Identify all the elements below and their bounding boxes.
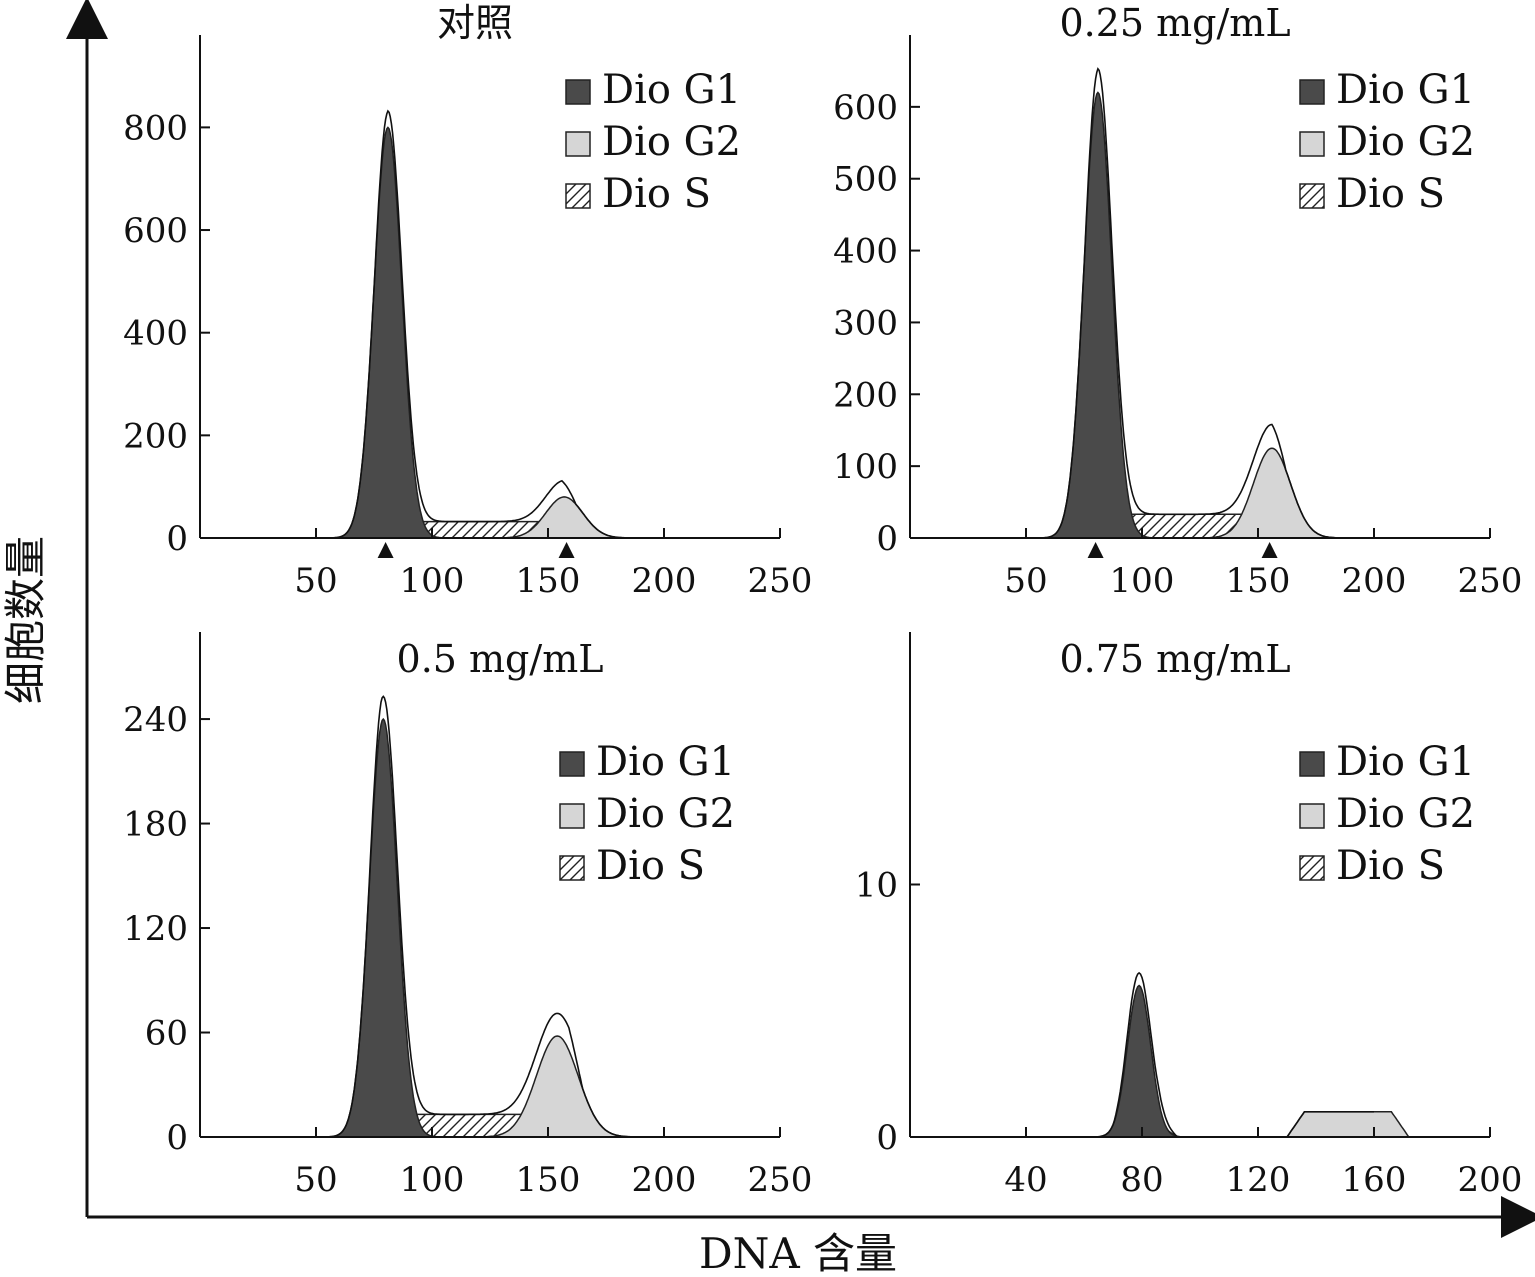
peak-marker-triangle (558, 542, 575, 558)
peak-marker-triangle (1261, 542, 1278, 558)
chart-panel-1: 对照 0 200 400 600 800 50 100 150 200 250 Dio G1 Dio G… (123, 1, 812, 601)
histogram-outline (327, 109, 664, 539)
legend-label: Dio G1 (602, 67, 741, 113)
y-tick-label: 0 (876, 1118, 898, 1158)
y-tick-label: 400 (833, 232, 898, 272)
x-tick-label: 150 (1226, 561, 1291, 601)
figure-y-label: 细胞数量 (1, 536, 50, 704)
legend-swatch (1299, 803, 1325, 829)
legend-label: Dio G2 (1336, 791, 1475, 837)
chart-panel-3: 0.5 mg/mL 0 60 120 180 240 50 100 150 200 250 Dio G… (123, 632, 812, 1200)
x-tick-label: 250 (748, 561, 813, 601)
panel-title: 对照 (437, 1, 513, 45)
x-tick-label: 250 (748, 1160, 813, 1200)
series-area-dio-g1 (1041, 91, 1155, 539)
legend-swatch (1299, 751, 1325, 777)
y-tick-label: 200 (123, 416, 188, 456)
x-tick-label: 100 (400, 1160, 465, 1200)
peak-marker-triangle (377, 542, 394, 558)
panel-title: 0.75 mg/mL (1059, 637, 1290, 681)
histogram-outline (1037, 971, 1374, 1138)
legend-label: Dio G1 (596, 739, 735, 785)
y-tick-label: 600 (123, 211, 188, 251)
legend-label: Dio S (596, 843, 705, 889)
x-tick-label: 80 (1120, 1160, 1163, 1200)
legend-swatch (1299, 79, 1325, 105)
legend-swatch (1299, 855, 1325, 881)
x-tick-label: 150 (516, 561, 581, 601)
x-tick-label: 200 (632, 561, 697, 601)
panel-title: 0.25 mg/mL (1059, 1, 1290, 45)
legend-label: Dio G2 (602, 119, 741, 165)
y-tick-label: 800 (123, 108, 188, 148)
series-area-dio-g1 (331, 126, 445, 539)
x-tick-label: 160 (1342, 1160, 1407, 1200)
chart-panel-2: 0.25 mg/mL 0 100 200 300 400 500 600 50 100 150 200… (833, 1, 1522, 601)
series-area-dio-g1 (326, 717, 440, 1138)
legend-swatch (1299, 183, 1325, 209)
x-tick-label: 200 (1342, 561, 1407, 601)
x-tick-label: 50 (1004, 561, 1047, 601)
peak-marker-triangle (1087, 542, 1104, 558)
histogram-outline (1037, 67, 1374, 539)
chart-panel-4: 0.75 mg/mL 0 10 40 80 120 160 200 Dio G1 Dio G2 Di… (855, 632, 1523, 1200)
legend-swatch (565, 183, 591, 209)
x-tick-label: 50 (294, 1160, 337, 1200)
y-tick-label: 300 (833, 303, 898, 343)
legend-swatch (565, 131, 591, 157)
panel-title: 0.5 mg/mL (397, 637, 604, 681)
y-tick-label: 500 (833, 160, 898, 200)
legend-swatch (1299, 131, 1325, 157)
legend-label: Dio G2 (1336, 119, 1475, 165)
series-area-dio-g2 (1285, 1111, 1411, 1138)
legend-label: Dio G1 (1336, 739, 1475, 785)
x-tick-label: 40 (1004, 1160, 1047, 1200)
legend-label: Dio S (1336, 843, 1445, 889)
legend-swatch (559, 751, 585, 777)
y-tick-label: 240 (123, 700, 188, 740)
legend-swatch (565, 79, 591, 105)
legend-swatch (559, 855, 585, 881)
y-tick-label: 400 (123, 314, 188, 354)
legend-label: Dio S (1336, 171, 1445, 217)
figure-x-label: DNA 含量 (699, 1229, 897, 1277)
y-tick-label: 10 (855, 866, 898, 906)
y-tick-label: 600 (833, 88, 898, 128)
y-tick-label: 100 (833, 447, 898, 487)
x-tick-label: 100 (1110, 561, 1175, 601)
y-tick-label: 120 (123, 909, 188, 949)
legend-label: Dio G1 (1336, 67, 1475, 113)
legend-label: Dio G2 (596, 791, 735, 837)
x-tick-label: 100 (400, 561, 465, 601)
x-tick-label: 120 (1226, 1160, 1291, 1200)
x-tick-label: 150 (516, 1160, 581, 1200)
y-tick-label: 200 (833, 375, 898, 415)
y-tick-label: 60 (145, 1014, 188, 1054)
x-tick-label: 250 (1458, 561, 1523, 601)
y-tick-label: 0 (166, 519, 188, 559)
x-tick-label: 200 (1458, 1160, 1523, 1200)
series-area-dio-g1 (1091, 984, 1187, 1138)
y-tick-label: 180 (123, 805, 188, 845)
x-tick-label: 50 (294, 561, 337, 601)
y-tick-label: 0 (166, 1118, 188, 1158)
legend-swatch (559, 803, 585, 829)
x-tick-label: 200 (632, 1160, 697, 1200)
histogram-outline (327, 695, 664, 1138)
y-tick-label: 0 (876, 519, 898, 559)
legend-label: Dio S (602, 171, 711, 217)
